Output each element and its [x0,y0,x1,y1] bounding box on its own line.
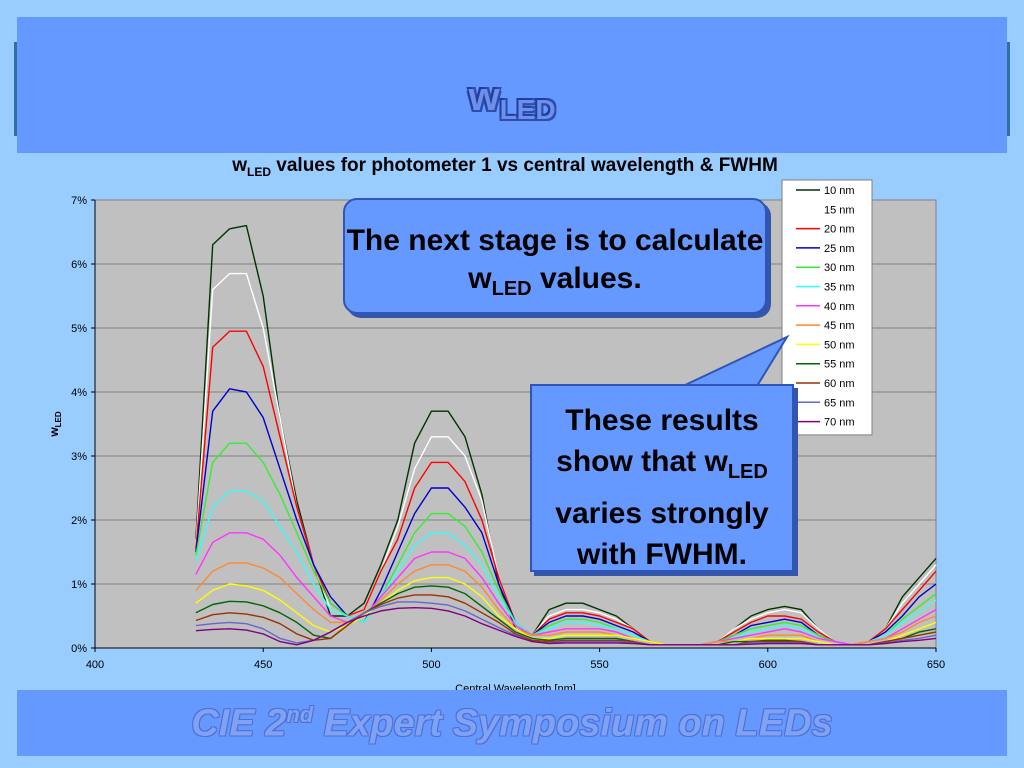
legend-label: 70 nm [824,417,855,429]
legend-label: 35 nm [824,282,855,294]
chart-title: wLED values for photometer 1 vs central … [232,155,778,179]
callout-results: These results show that wLED varies stro… [530,384,794,572]
series-line-30-nm [195,442,937,646]
y-tick-label: 4% [71,387,87,399]
legend-label: 50 nm [824,339,855,351]
footer-text: CIE 2nd Expert Symposium on LEDs [191,702,833,745]
y-tick-label: 5% [71,323,87,335]
legend-label: 65 nm [824,397,855,409]
legend-label: 10 nm [824,185,855,197]
x-tick-label: 500 [422,659,440,671]
series-line-50-nm [195,576,937,646]
footer-bar: CIE 2nd Expert Symposium on LEDs [17,690,1007,756]
title-bar: wLED [17,17,1007,153]
series-line-40-nm [195,532,937,646]
legend-box [781,179,873,436]
legend-label: 20 nm [824,224,855,236]
y-tick-label: 7% [71,195,87,207]
y-tick-label: 0% [71,643,87,655]
y-tick-label: 2% [71,515,87,527]
y-tick-label: 1% [71,579,87,591]
legend-label: 30 nm [824,262,855,274]
series-line-70-nm [195,607,937,646]
legend-label: 60 nm [824,378,855,390]
legend-label: 45 nm [824,320,855,332]
legend-label: 15 nm [824,204,855,216]
y-tick-label: 6% [71,259,87,271]
series-line-35-nm [195,490,937,646]
title-right-rule [1006,42,1010,136]
x-tick-label: 450 [254,659,272,671]
slide-title: wLED [468,75,556,125]
series-line-15-nm [195,272,937,646]
legend-label: 55 nm [824,359,855,371]
series-line-20-nm [195,330,937,646]
x-tick-label: 400 [86,659,104,671]
legend-label: 25 nm [824,243,855,255]
x-tick-label: 650 [927,659,945,671]
legend-label: 40 nm [824,301,855,313]
y-tick-label: 3% [71,451,87,463]
title-left-rule [14,42,18,136]
x-tick-label: 600 [759,659,777,671]
series-line-25-nm [195,388,937,646]
x-tick-label: 550 [590,659,608,671]
series-line-45-nm [195,562,937,646]
callout-next-stage: The next stage is to calculate wLED valu… [343,198,767,314]
y-axis-title: wLED [47,411,63,438]
